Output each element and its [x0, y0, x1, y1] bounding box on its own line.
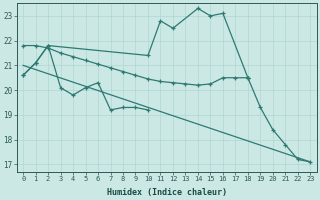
X-axis label: Humidex (Indice chaleur): Humidex (Indice chaleur)	[107, 188, 227, 197]
